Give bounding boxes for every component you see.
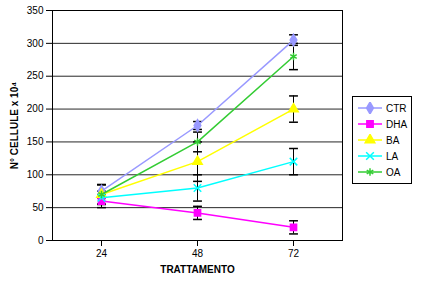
html-text:LA: LA — [386, 150, 399, 162]
svg-text:100: 100 — [27, 169, 44, 180]
svg-text:48: 48 — [192, 248, 204, 259]
svg-text:50: 50 — [32, 202, 44, 213]
svg-text:0: 0 — [38, 235, 44, 246]
svg-text:24: 24 — [96, 248, 108, 259]
svg-text:72: 72 — [288, 248, 300, 259]
svg-text:TRATTAMENTO: TRATTAMENTO — [160, 264, 235, 275]
html-text:BA: BA — [386, 134, 400, 146]
html-text:CTR: CTR — [386, 102, 407, 114]
svg-text:200: 200 — [27, 103, 44, 114]
html-text:OA: OA — [386, 166, 401, 178]
svg-text:N° CELLULE x 10⁴: N° CELLULE x 10⁴ — [9, 82, 20, 169]
svg-text:300: 300 — [27, 38, 44, 49]
svg-text:250: 250 — [27, 70, 44, 81]
html-text:DHA: DHA — [386, 118, 408, 130]
svg-text:150: 150 — [27, 136, 44, 147]
svg-text:350: 350 — [27, 5, 44, 16]
